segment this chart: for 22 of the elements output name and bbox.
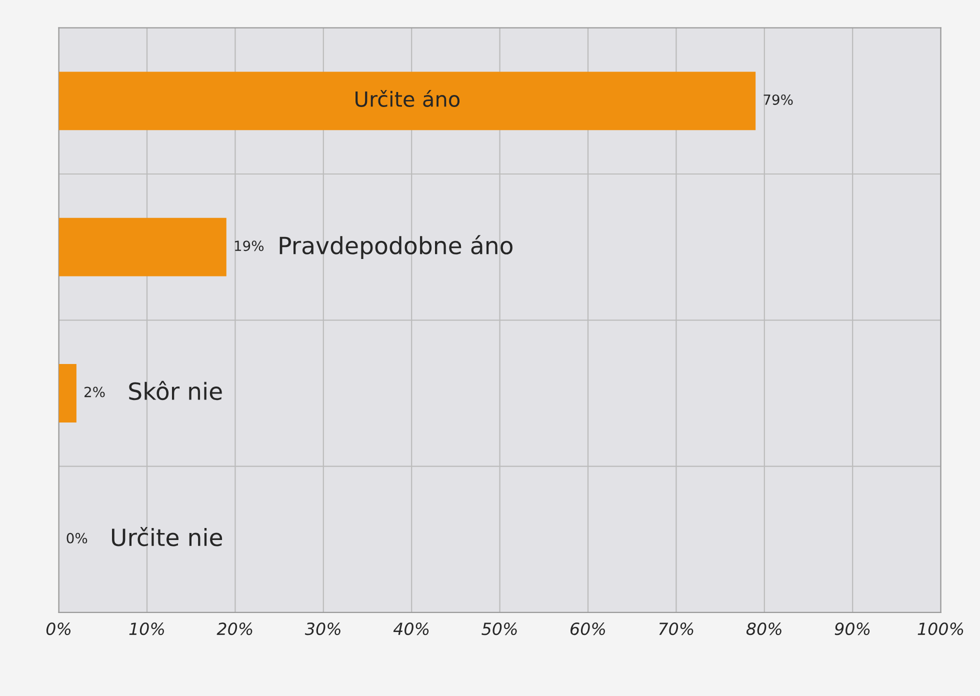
y-tick-label: Skôr nie xyxy=(129,380,222,400)
x-tick-label: 90% xyxy=(834,622,870,636)
x-tick-label: 60% xyxy=(570,622,605,636)
x-tick-label: 80% xyxy=(746,622,782,636)
x-tick-label: 0% xyxy=(46,622,70,636)
data-label: 2% xyxy=(84,386,105,398)
x-tick-label: 20% xyxy=(216,622,252,636)
data-label: 79% xyxy=(764,94,793,105)
data-label: 0% xyxy=(66,532,88,544)
y-tick-label: Určite nie xyxy=(112,527,222,546)
bar xyxy=(58,72,756,130)
y-tick-label: Pravdepodobne áno xyxy=(280,235,512,259)
x-tick-label: 100% xyxy=(918,622,964,636)
y-tick-label: Určite áno xyxy=(356,90,460,107)
x-tick-label: 40% xyxy=(393,622,429,636)
bar xyxy=(58,364,76,422)
x-tick-label: 70% xyxy=(659,622,694,636)
x-tick-label: 30% xyxy=(304,622,340,636)
data-label: 19% xyxy=(234,240,264,252)
x-tick-label: 10% xyxy=(129,622,164,636)
x-tick-label: 50% xyxy=(482,622,517,636)
bar xyxy=(58,218,226,276)
